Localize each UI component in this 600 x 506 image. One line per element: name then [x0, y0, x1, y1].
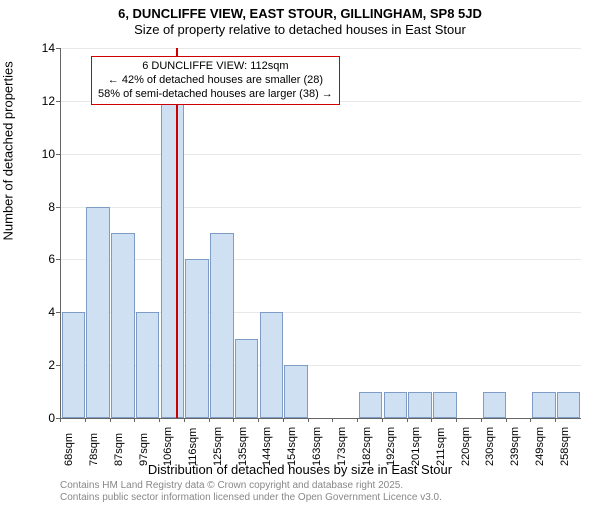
y-tick-label: 10 [25, 147, 55, 161]
y-axis-label: Number of detached properties [1, 61, 16, 240]
x-tick [407, 418, 408, 422]
histogram-bar [210, 233, 234, 418]
x-tick [431, 418, 432, 422]
x-tick [530, 418, 531, 422]
y-tick-label: 8 [25, 200, 55, 214]
annotation-line3: 58% of semi-detached houses are larger (… [98, 88, 333, 102]
x-tick [258, 418, 259, 422]
histogram-bar [532, 392, 556, 418]
y-tick [56, 365, 60, 366]
histogram-bar [433, 392, 457, 418]
histogram-bar [557, 392, 581, 418]
histogram-bar [284, 365, 308, 418]
histogram-bar [111, 233, 135, 418]
x-tick [209, 418, 210, 422]
chart-title-line2: Size of property relative to detached ho… [0, 22, 600, 37]
y-tick [56, 312, 60, 313]
gridline [61, 207, 581, 208]
y-tick-label: 12 [25, 94, 55, 108]
y-tick [56, 207, 60, 208]
gridline [61, 48, 581, 49]
histogram-bar [185, 259, 209, 418]
x-tick [357, 418, 358, 422]
x-tick [283, 418, 284, 422]
footer-line2: Contains public sector information licen… [60, 492, 442, 504]
y-tick-label: 6 [25, 252, 55, 266]
x-tick [159, 418, 160, 422]
histogram-bar [384, 392, 408, 418]
x-tick [60, 418, 61, 422]
x-tick [456, 418, 457, 422]
y-tick [56, 48, 60, 49]
x-tick [134, 418, 135, 422]
x-tick [110, 418, 111, 422]
histogram-bar [161, 101, 185, 418]
plot-area: 6 DUNCLIFFE VIEW: 112sqm← 42% of detache… [60, 48, 581, 419]
x-tick [233, 418, 234, 422]
annotation-box: 6 DUNCLIFFE VIEW: 112sqm← 42% of detache… [91, 56, 340, 105]
annotation-line2: ← 42% of detached houses are smaller (28… [98, 74, 333, 88]
histogram-bar [62, 312, 86, 418]
gridline [61, 154, 581, 155]
y-tick-label: 14 [25, 41, 55, 55]
x-tick [184, 418, 185, 422]
histogram-bar [235, 339, 259, 418]
x-tick [308, 418, 309, 422]
y-tick [56, 154, 60, 155]
annotation-line1: 6 DUNCLIFFE VIEW: 112sqm [98, 60, 333, 74]
y-tick-label: 2 [25, 358, 55, 372]
y-tick [56, 259, 60, 260]
chart-title-line1: 6, DUNCLIFFE VIEW, EAST STOUR, GILLINGHA… [0, 6, 600, 21]
x-tick [481, 418, 482, 422]
histogram-bar [359, 392, 383, 418]
x-tick [506, 418, 507, 422]
histogram-bar [136, 312, 160, 418]
x-tick [555, 418, 556, 422]
histogram-bar [408, 392, 432, 418]
histogram-bar [260, 312, 284, 418]
x-tick [382, 418, 383, 422]
histogram-bar [86, 207, 110, 418]
footer-line1: Contains HM Land Registry data © Crown c… [60, 480, 442, 492]
gridline [61, 259, 581, 260]
y-tick-label: 4 [25, 305, 55, 319]
y-tick [56, 101, 60, 102]
x-tick [85, 418, 86, 422]
histogram-bar [483, 392, 507, 418]
y-tick-label: 0 [25, 411, 55, 425]
x-tick [332, 418, 333, 422]
